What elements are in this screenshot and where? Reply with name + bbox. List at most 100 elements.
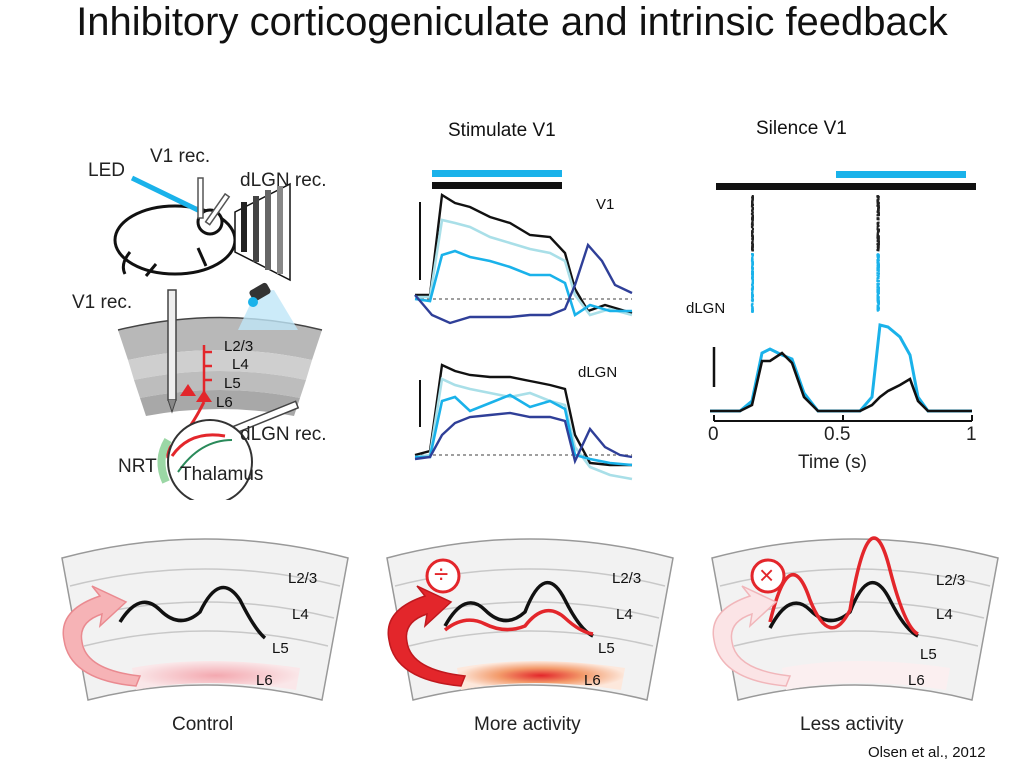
- v1-trace-label: V1: [596, 196, 615, 213]
- more-l23: L2/3: [612, 570, 642, 587]
- spike-dot: [877, 203, 880, 206]
- spike-dot: [751, 247, 754, 249]
- spike-dot: [876, 308, 879, 311]
- spike-dot: [877, 236, 880, 239]
- spike-dot: [877, 290, 880, 292]
- less-l4: L4: [936, 606, 953, 623]
- spike-dot: [751, 291, 753, 294]
- spike-dot: [751, 210, 754, 213]
- more-activity-caption: More activity: [474, 714, 581, 735]
- spike-dot: [876, 234, 879, 237]
- spike-dot: [751, 215, 754, 218]
- silence-led-bar: [836, 171, 966, 178]
- spike-dot: [751, 219, 754, 222]
- spike-dot: [751, 303, 754, 306]
- psth-trace-control: [710, 351, 972, 413]
- spike-dot: [751, 238, 754, 240]
- spike-dot: [877, 218, 880, 221]
- spike-dot: [751, 306, 754, 309]
- led-label: LED: [88, 160, 125, 181]
- spike-dot: [751, 308, 754, 311]
- layer-label-l6: L6: [216, 394, 233, 411]
- spike-dot: [750, 212, 753, 215]
- spike-dot: [751, 208, 754, 211]
- spike-dot: [876, 309, 879, 312]
- spike-dot: [751, 310, 754, 313]
- spike-dot: [751, 249, 754, 252]
- multiply-icon: [750, 558, 786, 594]
- control-caption: Control: [172, 714, 234, 735]
- dlgn-trace-light: [414, 377, 633, 481]
- spike-dot: [751, 244, 754, 247]
- spike-dot: [876, 290, 879, 293]
- spike-dot: [878, 228, 880, 231]
- layer-label-l23: L2/3: [224, 338, 254, 355]
- thalamus-icon: [157, 419, 253, 500]
- spike-dot: [877, 224, 880, 227]
- spike-dot: [751, 261, 754, 264]
- spike-dot: [877, 231, 880, 234]
- spike-dot: [877, 196, 880, 198]
- feedback-arrow-icon: [62, 585, 142, 687]
- spike-dot: [876, 214, 879, 217]
- spike-dot: [751, 200, 753, 203]
- more-activity-red-curve: [443, 608, 594, 636]
- spike-dot: [876, 267, 879, 270]
- spike-dot: [877, 211, 880, 214]
- spike-dot: [751, 206, 754, 209]
- spike-dot: [877, 269, 880, 272]
- spike-dot: [751, 240, 754, 243]
- led-on-bar: [432, 170, 562, 177]
- spike-dot: [751, 296, 754, 299]
- spike-dot: [876, 280, 879, 283]
- spike-dot: [877, 274, 880, 277]
- stimulate-traces-figure: [414, 170, 633, 481]
- spike-dot: [751, 270, 754, 273]
- spike-dot: [751, 220, 754, 223]
- spike-dot: [877, 265, 880, 268]
- silence-figure: [710, 171, 976, 422]
- more-l5: L5: [598, 640, 615, 657]
- spike-dot: [877, 242, 880, 245]
- spike-dot: [877, 296, 879, 299]
- control-l23: L2/3: [288, 570, 318, 587]
- psth-trace-cyan: [710, 323, 972, 413]
- silence-v1-header: Silence V1: [756, 118, 847, 139]
- spike-dot: [877, 277, 880, 280]
- spike-dot: [750, 304, 753, 307]
- control-l5: L5: [272, 640, 289, 657]
- spike-dot: [751, 225, 754, 228]
- tick-1: 1: [966, 424, 977, 445]
- spike-dot: [751, 199, 754, 202]
- less-l23: L2/3: [936, 572, 966, 589]
- tick-0: 0: [708, 424, 719, 445]
- tick-0-5: 0.5: [824, 424, 851, 445]
- spike-dot: [751, 229, 754, 232]
- spike-dot: [877, 259, 880, 262]
- spike-dot: [877, 207, 880, 210]
- spike-dot: [751, 235, 754, 238]
- silence-stimulus-bar: [716, 183, 976, 190]
- layer-label-l4: L4: [232, 356, 249, 373]
- dlgn-rec-top-label: dLGN rec.: [240, 170, 327, 191]
- spike-dot: [751, 222, 754, 225]
- spike-dot: [876, 269, 879, 272]
- spike-dot: [877, 247, 880, 250]
- less-activity-caption: Less activity: [800, 714, 904, 735]
- spike-dot: [877, 248, 880, 251]
- spike-dot: [876, 232, 879, 235]
- spike-dot: [878, 292, 880, 295]
- spike-dot: [876, 254, 879, 256]
- spike-dot: [877, 214, 880, 217]
- spike-dot: [877, 213, 880, 216]
- divide-symbol: ÷: [434, 559, 449, 589]
- spike-dot: [876, 277, 879, 280]
- spike-dot: [876, 222, 879, 225]
- spike-dot: [877, 260, 879, 263]
- spike-dot: [877, 246, 880, 249]
- stimulate-v1-header: Stimulate V1: [448, 120, 556, 141]
- spike-dot: [876, 228, 879, 231]
- thalamus-label: Thalamus: [180, 464, 264, 485]
- spike-dot: [876, 201, 879, 204]
- v1-trace-cyan: [414, 249, 632, 318]
